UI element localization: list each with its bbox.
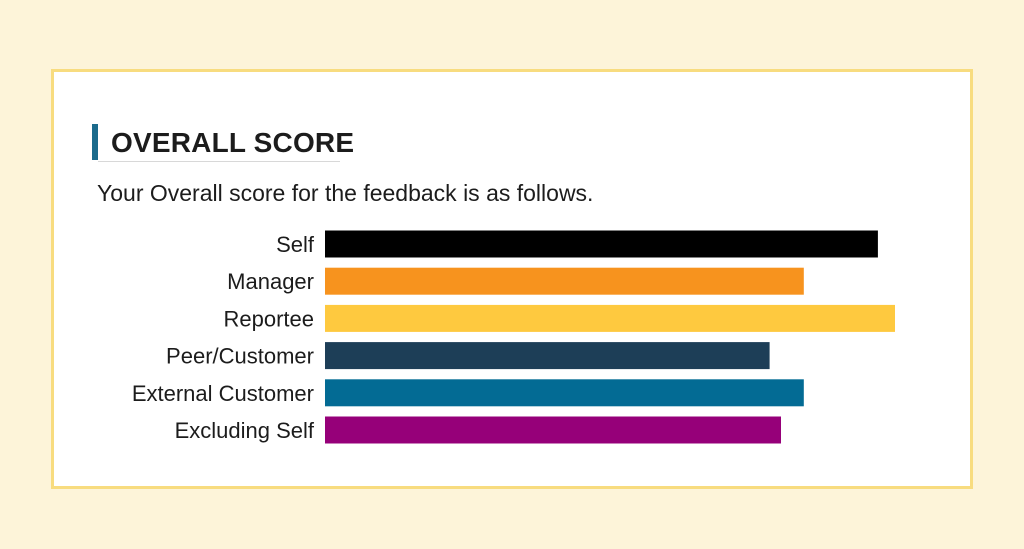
overall-score-card: OVERALL SCORE Your Overall score for the… [51, 69, 973, 489]
bar-label-self: Self [276, 232, 315, 257]
bar-reportee [325, 304, 895, 332]
bar-manager [325, 267, 804, 295]
bar-label-external-customer: External Customer [132, 381, 314, 406]
section-header: OVERALL SCORE [92, 122, 354, 162]
bar-self [325, 230, 878, 258]
page-title: OVERALL SCORE [111, 127, 355, 158]
bar-peer-customer [325, 342, 770, 370]
bar-excluding-self [325, 416, 781, 444]
overall-score-bar-chart: Self Manager Reportee Peer/Customer External… [132, 230, 895, 444]
bar-label-manager: Manager [227, 269, 314, 294]
page-subtitle: Your Overall score for the feedback is a… [97, 180, 594, 206]
bar-label-excluding-self: Excluding Self [175, 418, 315, 443]
title-accent-bar [92, 124, 98, 160]
bar-external-customer [325, 379, 804, 407]
title-underline [98, 161, 340, 162]
bar-label-peer-customer: Peer/Customer [166, 344, 314, 369]
bar-label-reportee: Reportee [223, 306, 314, 331]
